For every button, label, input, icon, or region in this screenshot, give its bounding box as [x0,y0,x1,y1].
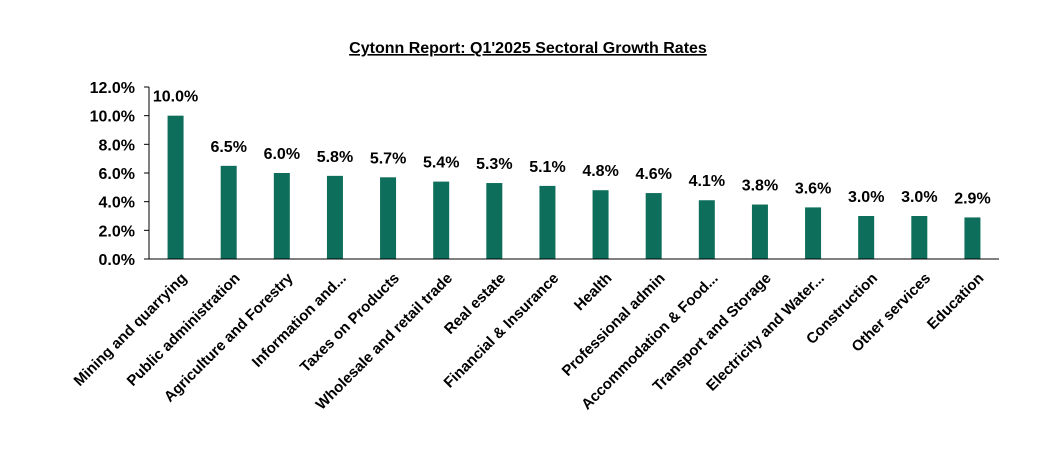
data-label: 6.0% [264,146,300,163]
data-label: 3.8% [742,178,778,195]
y-tick-label: 6.0% [99,166,135,183]
chart-title: Cytonn Report: Q1'2025 Sectoral Growth R… [349,40,707,57]
data-label: 4.1% [689,173,725,190]
x-tick-label: Education [924,270,987,333]
data-label: 6.5% [210,139,246,156]
bar [592,190,609,259]
data-label: 5.4% [423,155,459,172]
x-tick-label: Information and... [249,270,350,371]
data-label: 3.0% [848,189,884,206]
data-label: 5.3% [476,156,512,173]
bar [433,181,450,259]
bar [220,165,237,259]
bar [486,183,503,259]
data-label: 5.8% [317,149,353,166]
bar [751,204,768,259]
data-label: 5.1% [529,159,565,176]
y-tick-label: 0.0% [99,252,135,269]
y-tick-label: 10.0% [90,109,135,126]
y-tick-label: 2.0% [99,223,135,240]
bars-group: 10.0% 6.5% 6.0% 5.8% 5.7% 5.4% 5.3% 5.1% 4.8% 4.6… [153,89,991,260]
bar [539,185,556,259]
bar [805,207,822,259]
bar [698,200,715,259]
data-label: 2.9% [954,190,990,207]
bar [911,216,928,259]
data-label: 5.7% [370,150,406,167]
bar [964,217,981,259]
y-tick-label: 8.0% [99,137,135,154]
data-label: 4.8% [582,163,618,180]
x-tick-label: Taxes on Products [297,270,403,376]
data-label: 3.6% [795,180,831,197]
y-tick-label: 4.0% [99,195,135,212]
y-tick-label: 12.0% [90,80,135,97]
bar [858,216,875,259]
bar [273,173,290,259]
data-label: 10.0% [153,89,198,106]
bar [326,175,343,259]
data-label: 4.6% [635,166,671,183]
bar [167,115,184,260]
data-label: 3.0% [901,189,937,206]
x-tick-label: Health [571,270,615,314]
x-tick-label: Professional admin [559,270,669,380]
bar [380,177,397,259]
bar [645,193,662,259]
y-axis: 0.0% 2.0% 4.0% 6.0% 8.0% 10.0% 12.0% [90,80,150,269]
